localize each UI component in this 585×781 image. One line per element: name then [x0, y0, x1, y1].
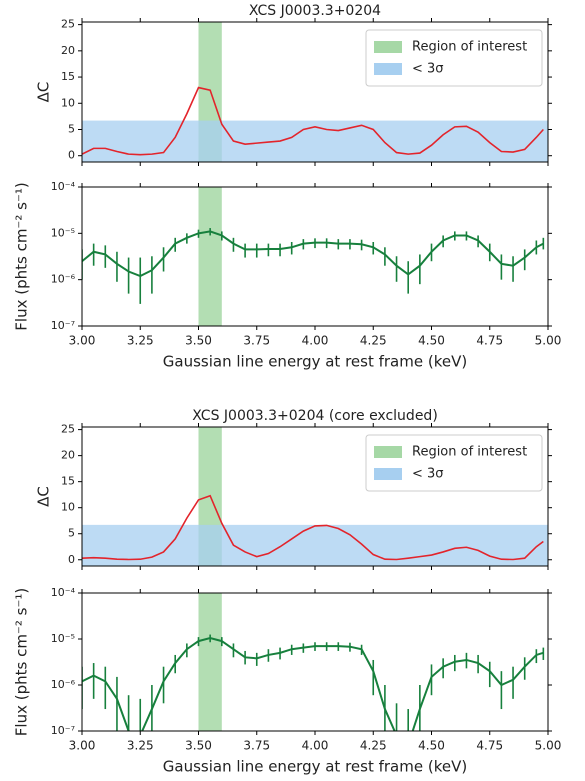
x-tick-label: 3.00 [69, 334, 96, 348]
x-tick-label: 3.00 [69, 739, 96, 753]
x-tick-label: 5.00 [535, 739, 562, 753]
x-tick-label: 3.75 [243, 739, 270, 753]
y-tick-label: 25 [61, 18, 75, 31]
x-tick-label: 4.75 [476, 739, 503, 753]
legend-swatch [374, 63, 402, 75]
x-tick-label: 4.25 [360, 739, 387, 753]
region-band [198, 187, 222, 326]
y-tick-label: 10⁻⁵ [51, 226, 75, 239]
legend-label: Region of interest [412, 445, 527, 460]
x-tick-label: 3.50 [185, 739, 212, 753]
y-axis-label: Flux (phts cm⁻² s⁻¹) [13, 588, 31, 736]
region-band [198, 593, 222, 731]
sigma-band [82, 524, 548, 566]
plot-area [82, 427, 548, 566]
y-tick-label: 10⁻⁶ [51, 678, 76, 691]
y-tick-label: 10 [61, 501, 75, 514]
x-axis-label: Gaussian line energy at rest frame (keV) [163, 758, 467, 776]
x-tick-label: 4.75 [476, 334, 503, 348]
plot-area [82, 187, 545, 326]
y-tick-label: 10⁻⁷ [51, 319, 75, 332]
plot-area [82, 22, 548, 162]
data-line [82, 636, 544, 731]
x-tick-label: 3.25 [127, 334, 154, 348]
x-tick-label: 4.00 [302, 739, 329, 753]
y-tick-label: 15 [61, 70, 75, 83]
plot-area [82, 593, 545, 731]
legend-label: Region of interest [412, 40, 527, 55]
legend-label: < 3σ [412, 467, 444, 482]
legend-swatch [374, 468, 402, 480]
chart-title: XCS J0003.3+0204 (core excluded) [192, 408, 438, 424]
x-tick-label: 3.25 [127, 739, 154, 753]
x-axis-label: Gaussian line energy at rest frame (keV) [163, 353, 467, 371]
y-axis-label: ΔC [35, 486, 53, 507]
legend-label: < 3σ [412, 62, 444, 77]
data-line [82, 230, 544, 278]
legend-box [365, 29, 543, 87]
legend-swatch [374, 41, 402, 53]
x-tick-label: 4.25 [360, 334, 387, 348]
y-tick-label: 10⁻⁵ [51, 632, 75, 645]
y-tick-label: 15 [61, 475, 75, 488]
y-tick-label: 20 [61, 449, 75, 462]
y-tick-label: 10⁻⁴ [51, 180, 76, 193]
y-tick-label: 20 [61, 44, 75, 57]
y-tick-label: 25 [61, 423, 75, 436]
chart-title: XCS J0003.3+0204 [249, 3, 381, 19]
y-axis-label: ΔC [35, 82, 53, 103]
y-tick-label: 10⁻⁷ [51, 724, 75, 737]
x-tick-label: 3.75 [243, 334, 270, 348]
x-tick-label: 4.00 [302, 334, 329, 348]
y-tick-label: 0 [68, 149, 75, 162]
x-tick-label: 3.50 [185, 334, 212, 348]
y-tick-label: 5 [68, 122, 75, 135]
y-tick-label: 10⁻⁶ [51, 273, 76, 286]
y-tick-label: 10⁻⁴ [51, 586, 76, 599]
data-line [82, 86, 544, 156]
y-tick-label: 5 [68, 527, 75, 540]
y-tick-label: 0 [68, 553, 75, 566]
x-tick-label: 5.00 [535, 334, 562, 348]
y-axis-label: Flux (phts cm⁻² s⁻¹) [13, 182, 31, 330]
x-tick-label: 4.50 [418, 334, 445, 348]
data-line [82, 494, 544, 561]
legend-box [365, 434, 543, 492]
legend-swatch [374, 446, 402, 458]
x-tick-label: 4.50 [418, 739, 445, 753]
y-tick-label: 10 [61, 96, 75, 109]
